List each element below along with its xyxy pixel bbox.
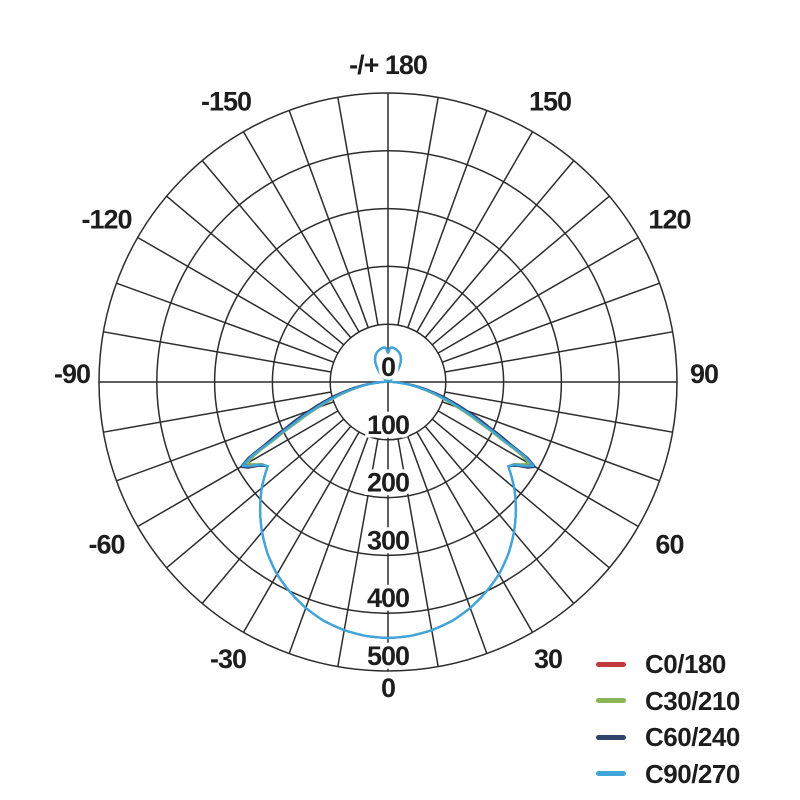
- legend-swatch-c60-240: [596, 734, 626, 740]
- grid-radial-line: [137, 410, 339, 528]
- grid-radial-line: [397, 97, 439, 326]
- angle-label-0: 0: [381, 673, 395, 703]
- grid-radial-line: [407, 110, 488, 328]
- radial-tick-label-500: 500: [367, 641, 409, 671]
- grid-radial-line: [444, 391, 673, 433]
- grid-radial-line: [242, 431, 360, 633]
- legend: C0/180 C30/210 C60/240 C90/270: [596, 646, 740, 792]
- angle-label-90: 90: [690, 359, 718, 389]
- legend-swatch-c0-180: [596, 661, 626, 667]
- grid-radial-line: [407, 436, 488, 654]
- legend-item-c0-180: C0/180: [596, 646, 740, 683]
- curves: [239, 346, 537, 640]
- grid-radial-line: [337, 438, 379, 667]
- angle-label-150: -150: [201, 86, 251, 116]
- grid-radial-line: [416, 131, 534, 333]
- grid-radial-line: [397, 438, 439, 667]
- grid-radial-line: [442, 401, 660, 482]
- legend-label-c60-240: C60/240: [645, 722, 740, 753]
- legend-item-c90-270: C90/270: [596, 756, 740, 793]
- angle-label-30: -30: [210, 644, 246, 674]
- grid-radial-line: [288, 436, 369, 654]
- legend-label-c90-270: C90/270: [645, 758, 740, 789]
- grid-radial-line: [288, 110, 369, 328]
- grid-radial-line: [431, 418, 610, 569]
- grid-radial-line: [242, 131, 360, 333]
- grid-radial-line: [437, 236, 639, 354]
- angle-label-30: 30: [534, 644, 562, 674]
- angle-label-60: 60: [655, 530, 683, 560]
- grid-radial-line: [424, 160, 575, 339]
- grid-radial-line: [103, 331, 332, 373]
- legend-label-c0-180: C0/180: [645, 649, 726, 680]
- radial-labels: 0 100 200 300 400 500: [363, 349, 413, 675]
- grid-radial-line: [337, 97, 379, 326]
- grid-radial-line: [201, 425, 352, 604]
- grid-radial-line: [437, 410, 639, 528]
- angle-label-150: 150: [529, 86, 571, 116]
- curve-c90-270: [241, 346, 535, 640]
- grid-radial-line: [103, 391, 332, 433]
- legend-label-c30-210: C30/210: [645, 685, 740, 716]
- grid-radial-line: [166, 418, 345, 569]
- grid-radial-line: [444, 331, 673, 373]
- legend-item-c60-240: C60/240: [596, 719, 740, 756]
- polar-grid: [98, 92, 678, 672]
- radial-tick-label-200: 200: [367, 468, 409, 498]
- angle-label-120: -120: [82, 205, 132, 235]
- grid-radial-line: [416, 431, 534, 633]
- grid-radial-line: [166, 195, 345, 346]
- grid-radial-line: [201, 160, 352, 339]
- radial-tick-label-0: 0: [381, 352, 395, 382]
- grid-radial-line: [424, 425, 575, 604]
- grid-radial-line: [442, 282, 660, 363]
- legend-swatch-c30-210: [596, 698, 626, 704]
- angle-label-120: 120: [648, 205, 690, 235]
- radial-tick-label-400: 400: [367, 583, 409, 613]
- grid-radial-line: [116, 282, 334, 363]
- angle-label-90: -90: [54, 359, 90, 389]
- grid-radial-line: [431, 195, 610, 346]
- angle-label-180: -/+ 180: [349, 50, 427, 80]
- radial-tick-label-100: 100: [367, 410, 409, 440]
- grid-radial-line: [116, 401, 334, 482]
- legend-item-c30-210: C30/210: [596, 683, 740, 720]
- angle-label-60: -60: [89, 530, 125, 560]
- legend-swatch-c90-270: [596, 771, 626, 777]
- grid-radial-line: [137, 236, 339, 354]
- radial-tick-label-300: 300: [367, 525, 409, 555]
